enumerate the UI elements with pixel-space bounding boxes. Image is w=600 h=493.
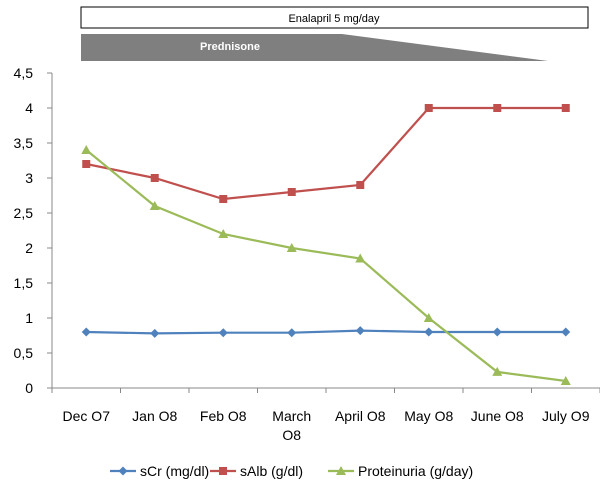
- y-tick-label: 0,5: [14, 345, 34, 361]
- legend-item: Proteinuria (g/day): [328, 463, 473, 479]
- data-point: [219, 195, 228, 203]
- y-ticks: 0 0,5 1 1,5 2 2,5 3 3,5 4 4,5: [14, 65, 52, 396]
- series-triangle: [81, 145, 571, 385]
- x-tick-label: July O9: [542, 408, 590, 424]
- data-point: [81, 327, 91, 337]
- prednisone-label: Prednisone: [200, 41, 260, 53]
- data-point: [492, 366, 503, 376]
- data-point: [561, 104, 570, 112]
- data-point: [493, 104, 502, 112]
- data-point: [356, 181, 365, 189]
- series-layer: [81, 104, 571, 385]
- prednisone-taper: Prednisone: [81, 34, 548, 61]
- y-tick-label: 2,5: [14, 205, 34, 221]
- data-point: [424, 327, 434, 337]
- data-point: [336, 466, 346, 475]
- series-line: [86, 106, 566, 201]
- x-tick-label: May O8: [404, 408, 453, 424]
- data-point: [218, 229, 229, 238]
- enalapril-label: Enalapril 5 mg/day: [288, 13, 380, 25]
- data-point: [149, 201, 160, 210]
- data-point: [561, 327, 571, 337]
- series-line: [86, 329, 566, 335]
- data-point: [287, 188, 296, 196]
- y-tick-label: 3,5: [14, 135, 34, 151]
- data-point: [82, 160, 91, 168]
- data-point: [81, 145, 92, 154]
- legend-label: sCr (mg/dl): [140, 463, 209, 479]
- enalapril-bar: Enalapril 5 mg/day: [80, 6, 589, 29]
- data-point: [492, 327, 502, 337]
- legend-label: Proteinuria (g/day): [358, 463, 473, 479]
- data-point: [560, 376, 571, 385]
- data-point: [355, 326, 365, 336]
- data-point: [287, 328, 297, 338]
- data-point: [219, 467, 227, 475]
- x-tick-label: Feb O8: [200, 408, 247, 424]
- legend-item: sCr (mg/dl): [110, 463, 209, 479]
- y-tick-label: 1: [25, 310, 33, 326]
- y-tick-label: 4: [25, 100, 33, 116]
- x-tick-label: Dec O7: [63, 408, 111, 424]
- series-diamond: [81, 326, 571, 338]
- series-square: [82, 104, 570, 203]
- x-ticks: Dec O7 Jan O8 Feb O8 March O8 April O8 May O8 J…: [51, 388, 600, 443]
- x-tick-label: June O8: [471, 408, 524, 424]
- x-tick-label: March O8: [272, 408, 311, 443]
- x-tick-label: April O8: [335, 408, 386, 424]
- legend: sCr (mg/dl) sAlb (g/dl) Proteinuria (g/day…: [110, 463, 473, 479]
- data-point: [286, 243, 297, 252]
- y-tick-label: 0: [25, 380, 33, 396]
- series-line: [85, 149, 566, 383]
- legend-label: sAlb (g/dl): [240, 463, 303, 479]
- y-tick-label: 2: [25, 240, 33, 256]
- data-point: [150, 174, 159, 182]
- y-tick-label: 3: [25, 170, 33, 186]
- x-tick-label: Jan O8: [132, 408, 177, 424]
- y-tick-label: 1,5: [14, 275, 34, 291]
- data-point: [424, 104, 433, 112]
- data-point: [218, 328, 228, 338]
- data-point: [423, 313, 434, 322]
- data-point: [118, 466, 128, 476]
- data-point: [150, 328, 160, 338]
- legend-item: sAlb (g/dl): [210, 463, 303, 479]
- data-point: [355, 253, 366, 263]
- y-tick-label: 4,5: [14, 65, 34, 81]
